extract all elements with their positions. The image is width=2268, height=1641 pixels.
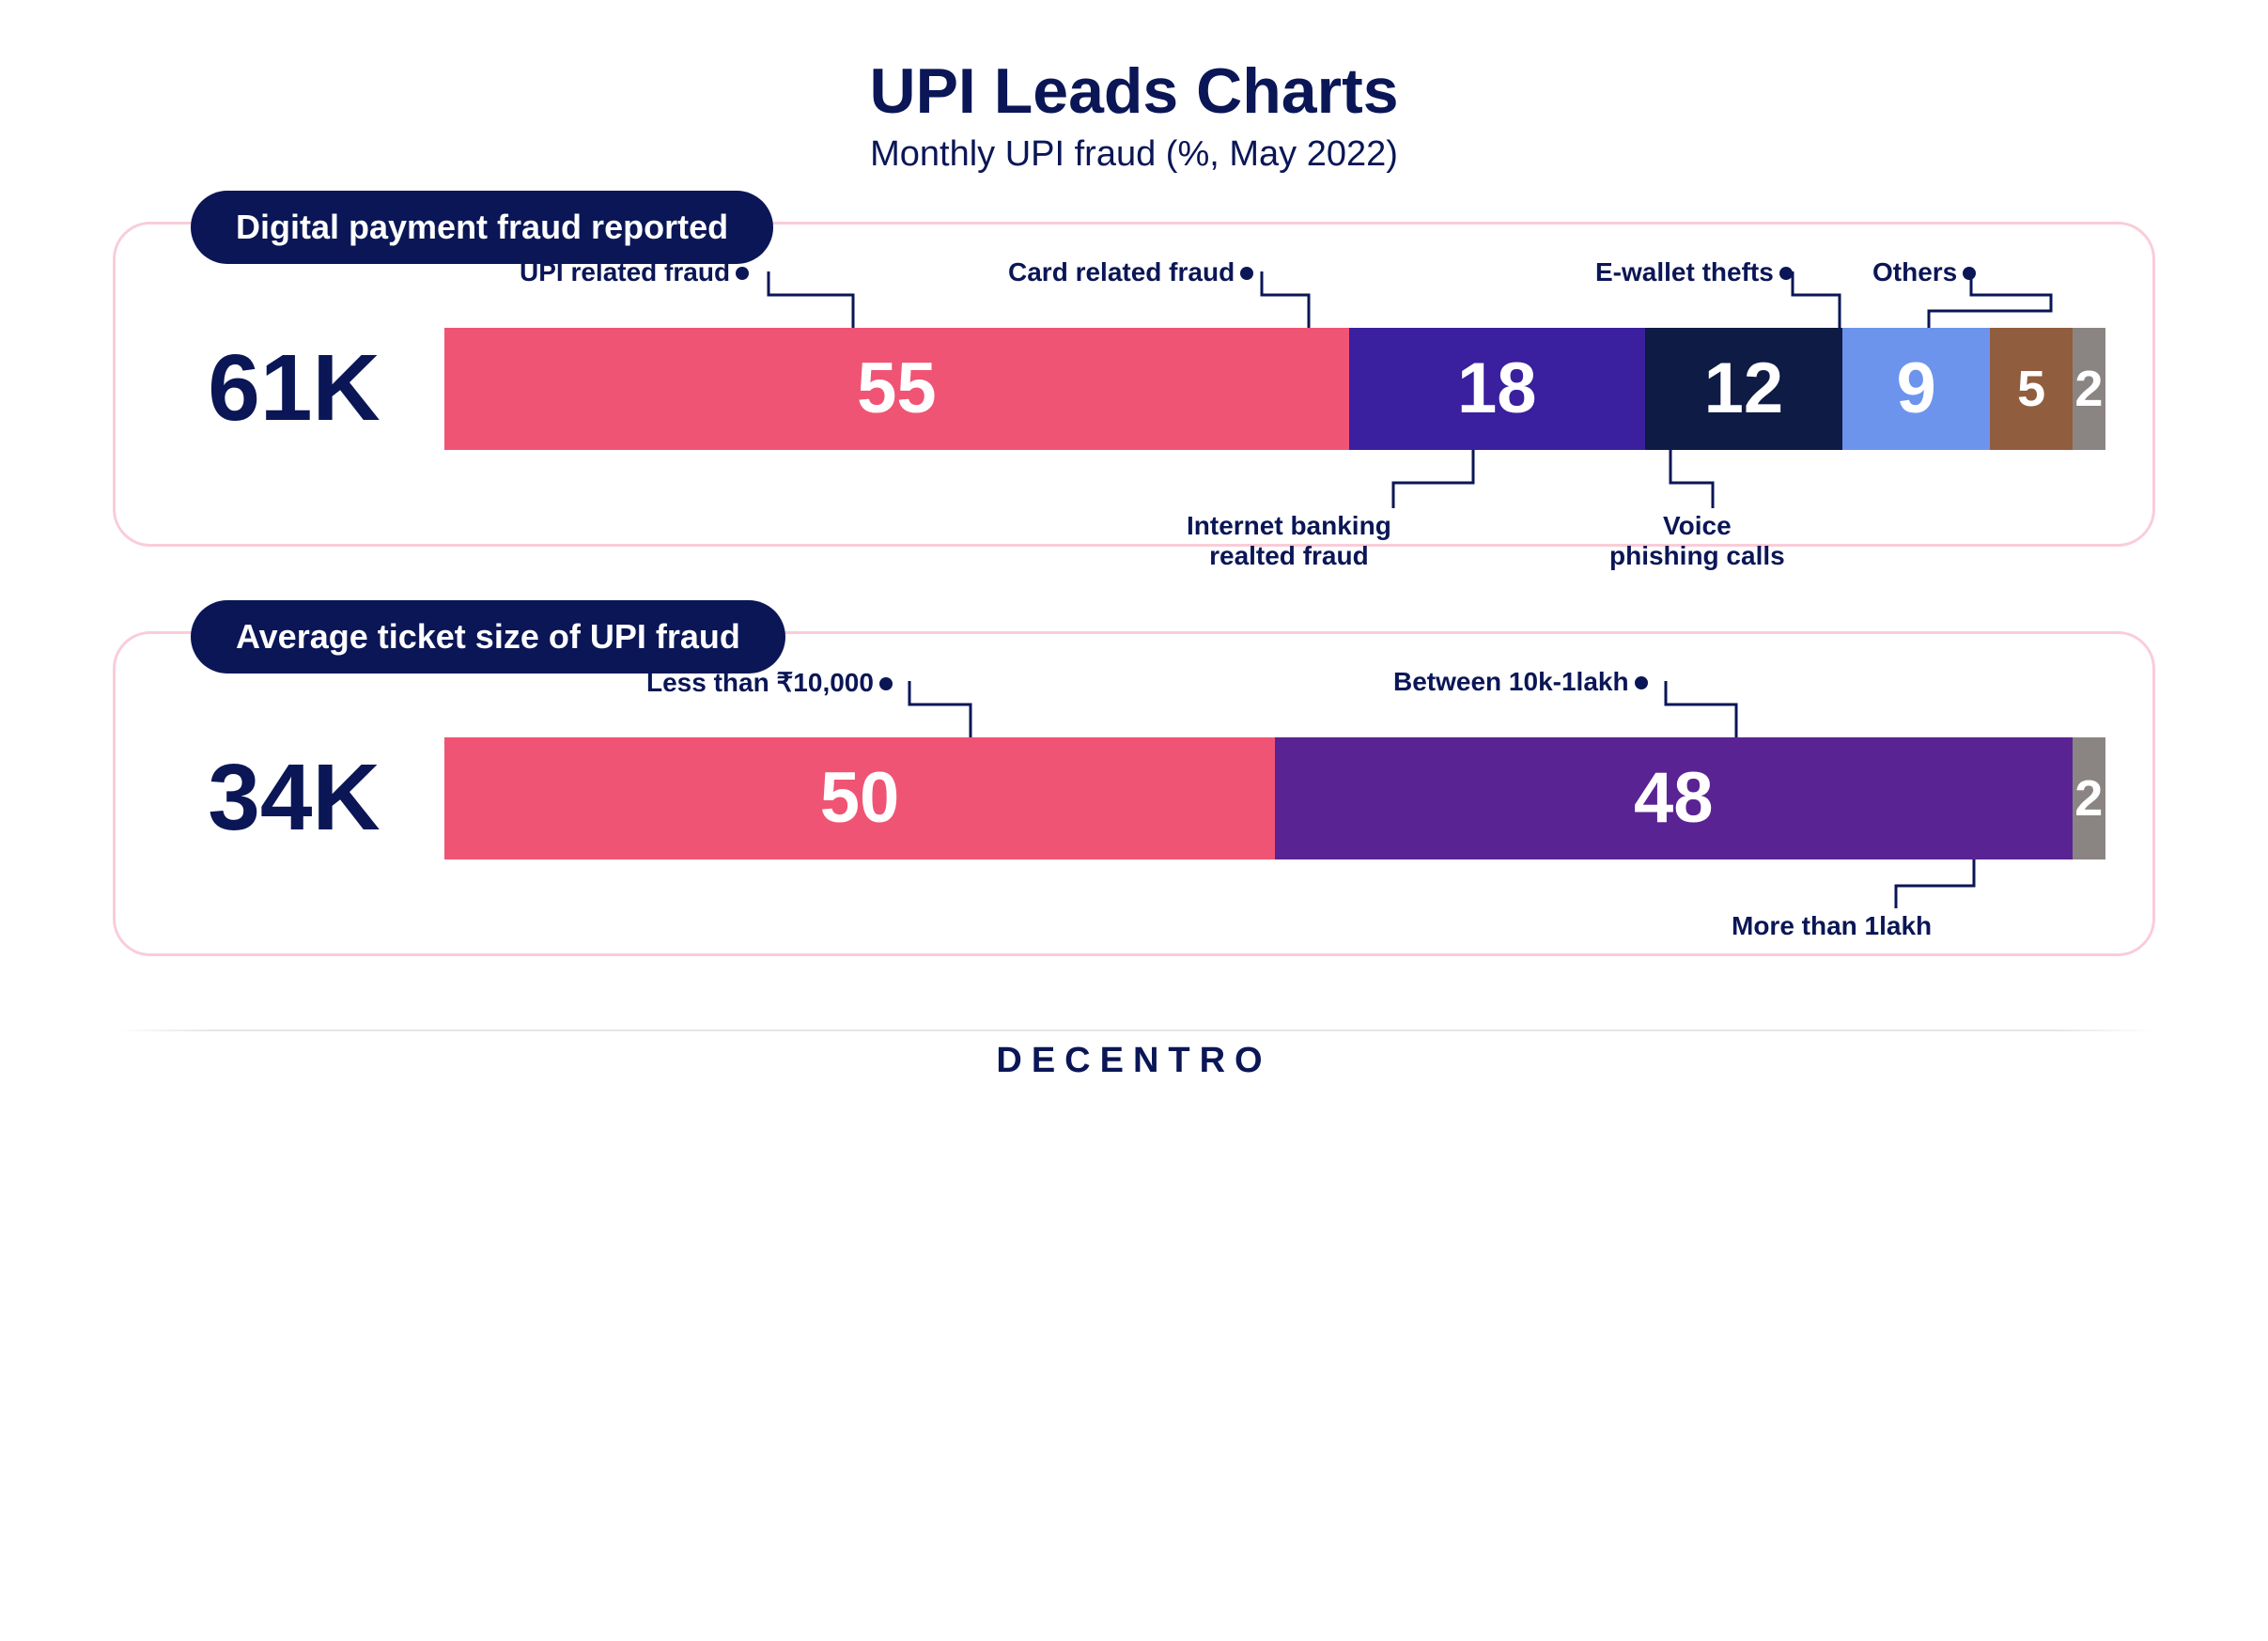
panel-ticket-size: Average ticket size of UPI fraud 34K Les…	[113, 631, 2155, 956]
bar-segment: 5	[1990, 328, 2073, 450]
callout-label: Voicephishing calls	[1609, 511, 1785, 570]
bar-area: UPI related fraud Card related fraud E-w…	[444, 328, 2105, 450]
callout-label: Internet bankingrealted fraud	[1187, 511, 1391, 570]
page-title: UPI Leads Charts	[113, 56, 2155, 127]
panel-digital-fraud: Digital payment fraud reported 61K UPI r…	[113, 222, 2155, 547]
brand-logo: DECENTRO	[113, 1041, 2155, 1081]
bar-area: Less than ₹10,000 Between 10k-1lakh 5048…	[444, 737, 2105, 859]
panel-badge: Digital payment fraud reported	[191, 191, 773, 264]
bar-segment: 50	[444, 737, 1275, 859]
callout-netbank: Internet bankingrealted fraud	[1187, 511, 1391, 571]
panel-badge: Average ticket size of UPI fraud	[191, 600, 785, 673]
header: UPI Leads Charts Monthly UPI fraud (%, M…	[113, 56, 2155, 175]
total-number: 34K	[163, 744, 426, 852]
page-subtitle: Monthly UPI fraud (%, May 2022)	[113, 134, 2155, 175]
callout-label: More than 1lakh	[1732, 911, 1932, 940]
callout-phishing: Voicephishing calls	[1609, 511, 1785, 571]
stacked-bar: 551812952	[444, 328, 2105, 450]
bar-segment: 9	[1842, 328, 1991, 450]
leader-lines-top	[444, 271, 2105, 328]
bar-segment: 18	[1349, 328, 1645, 450]
chart-row: 61K UPI related fraud Card related fraud…	[163, 328, 2105, 450]
stacked-bar: 50482	[444, 737, 2105, 859]
callout-more1l: More than 1lakh	[1732, 911, 1932, 941]
bar-segment: 55	[444, 328, 1349, 450]
leader-lines-bottom	[444, 450, 2105, 516]
bar-segment: 12	[1645, 328, 1842, 450]
leader-lines-top	[444, 681, 2105, 737]
chart-row: 34K Less than ₹10,000 Between 10k-1lakh …	[163, 737, 2105, 859]
bar-segment: 2	[2073, 737, 2105, 859]
total-number: 61K	[163, 334, 426, 442]
bar-segment: 48	[1275, 737, 2073, 859]
leader-lines-bottom	[444, 859, 2105, 916]
bar-segment: 2	[2073, 328, 2105, 450]
